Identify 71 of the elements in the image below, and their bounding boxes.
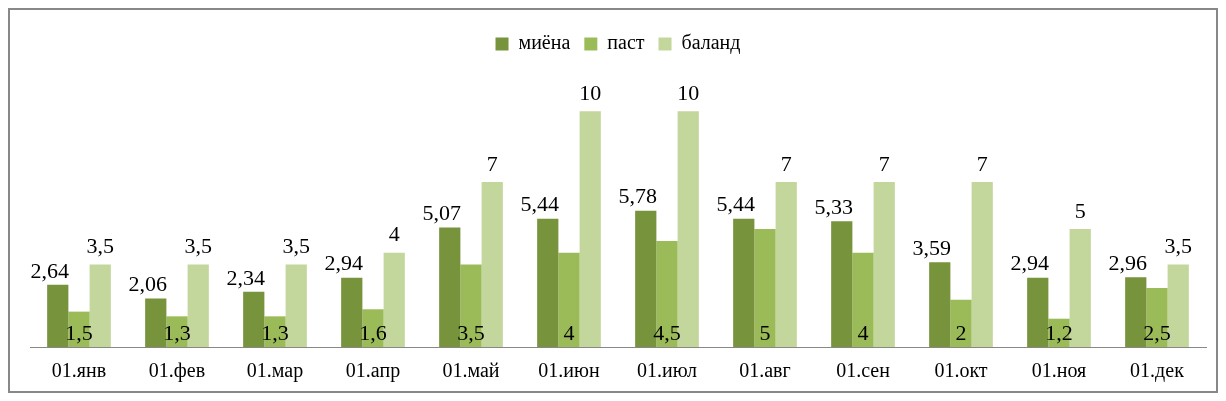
data-label: 1,2	[1045, 319, 1073, 345]
bar	[831, 221, 853, 347]
data-label: 2,96	[1108, 249, 1148, 275]
bar	[1146, 288, 1168, 347]
bar	[145, 298, 167, 347]
data-label: 7	[976, 150, 988, 176]
x-tick-label: 01.сен	[836, 359, 891, 382]
data-label: 5	[1074, 197, 1086, 223]
data-label: 7	[780, 150, 792, 176]
x-tick-label: 01.янв	[51, 359, 107, 382]
x-tick-label: 01.фев	[148, 359, 206, 383]
data-label: 2,94	[1010, 250, 1050, 276]
data-label: 1,5	[65, 319, 93, 345]
bar	[460, 264, 482, 347]
bar	[929, 262, 951, 347]
bar	[873, 181, 895, 347]
x-tick-label: 01.авг	[739, 359, 791, 382]
data-label: 1,3	[163, 319, 191, 345]
bar	[47, 284, 69, 347]
x-tick-label: 01.дек	[1130, 359, 1185, 383]
data-label: 10	[677, 79, 700, 105]
bar	[341, 277, 363, 347]
data-label: 3,5	[457, 319, 485, 345]
legend-label: паст	[607, 31, 645, 54]
bar	[362, 309, 384, 347]
bar	[579, 111, 601, 347]
legend-label: миёна	[518, 31, 571, 54]
data-label: 5,78	[618, 183, 658, 209]
x-tick-label: 01.ноя	[1031, 359, 1087, 382]
bar	[243, 291, 265, 347]
legend-label: баланд	[681, 31, 741, 55]
data-label: 5,44	[520, 191, 560, 217]
data-label: 2,34	[226, 264, 266, 290]
data-label: 4	[388, 221, 400, 247]
data-label: 3,5	[1164, 233, 1192, 259]
data-label: 5,33	[814, 194, 854, 220]
x-tick-label: 01.апр	[345, 359, 401, 383]
data-label: 2	[955, 319, 967, 345]
data-label: 2,06	[128, 271, 168, 297]
data-label: 5,07	[422, 200, 462, 226]
bar	[537, 218, 559, 347]
x-tick-label: 01.июл	[636, 359, 698, 382]
data-label: 1,3	[261, 319, 289, 345]
data-label: 10	[579, 79, 602, 105]
data-label: 3,5	[184, 233, 212, 259]
data-label: 5	[759, 319, 771, 345]
data-label: 3,5	[86, 233, 114, 259]
data-label: 5,44	[716, 191, 756, 217]
data-label: 4,5	[653, 319, 681, 345]
x-tick-label: 01.мар	[246, 359, 304, 383]
data-label: 2,94	[324, 250, 364, 276]
x-tick-label: 01.июн	[538, 359, 600, 382]
data-label: 3,59	[912, 235, 952, 261]
bar	[971, 181, 993, 347]
data-label: 3,5	[282, 233, 310, 259]
bar	[775, 181, 797, 347]
bar	[1027, 277, 1049, 347]
bar	[754, 229, 776, 347]
data-label: 4	[563, 319, 575, 345]
data-label: 4	[857, 319, 869, 345]
x-tick-label: 01.май	[442, 359, 500, 382]
data-label: 1,6	[359, 319, 387, 345]
data-label: 2,64	[30, 257, 70, 283]
data-label: 7	[486, 150, 498, 176]
bar	[950, 299, 972, 347]
bar	[733, 218, 755, 347]
bar	[852, 252, 874, 347]
bar	[558, 252, 580, 347]
data-label: 7	[878, 150, 890, 176]
x-tick-label: 01.окт	[934, 359, 988, 382]
data-label: 2,5	[1143, 319, 1171, 345]
